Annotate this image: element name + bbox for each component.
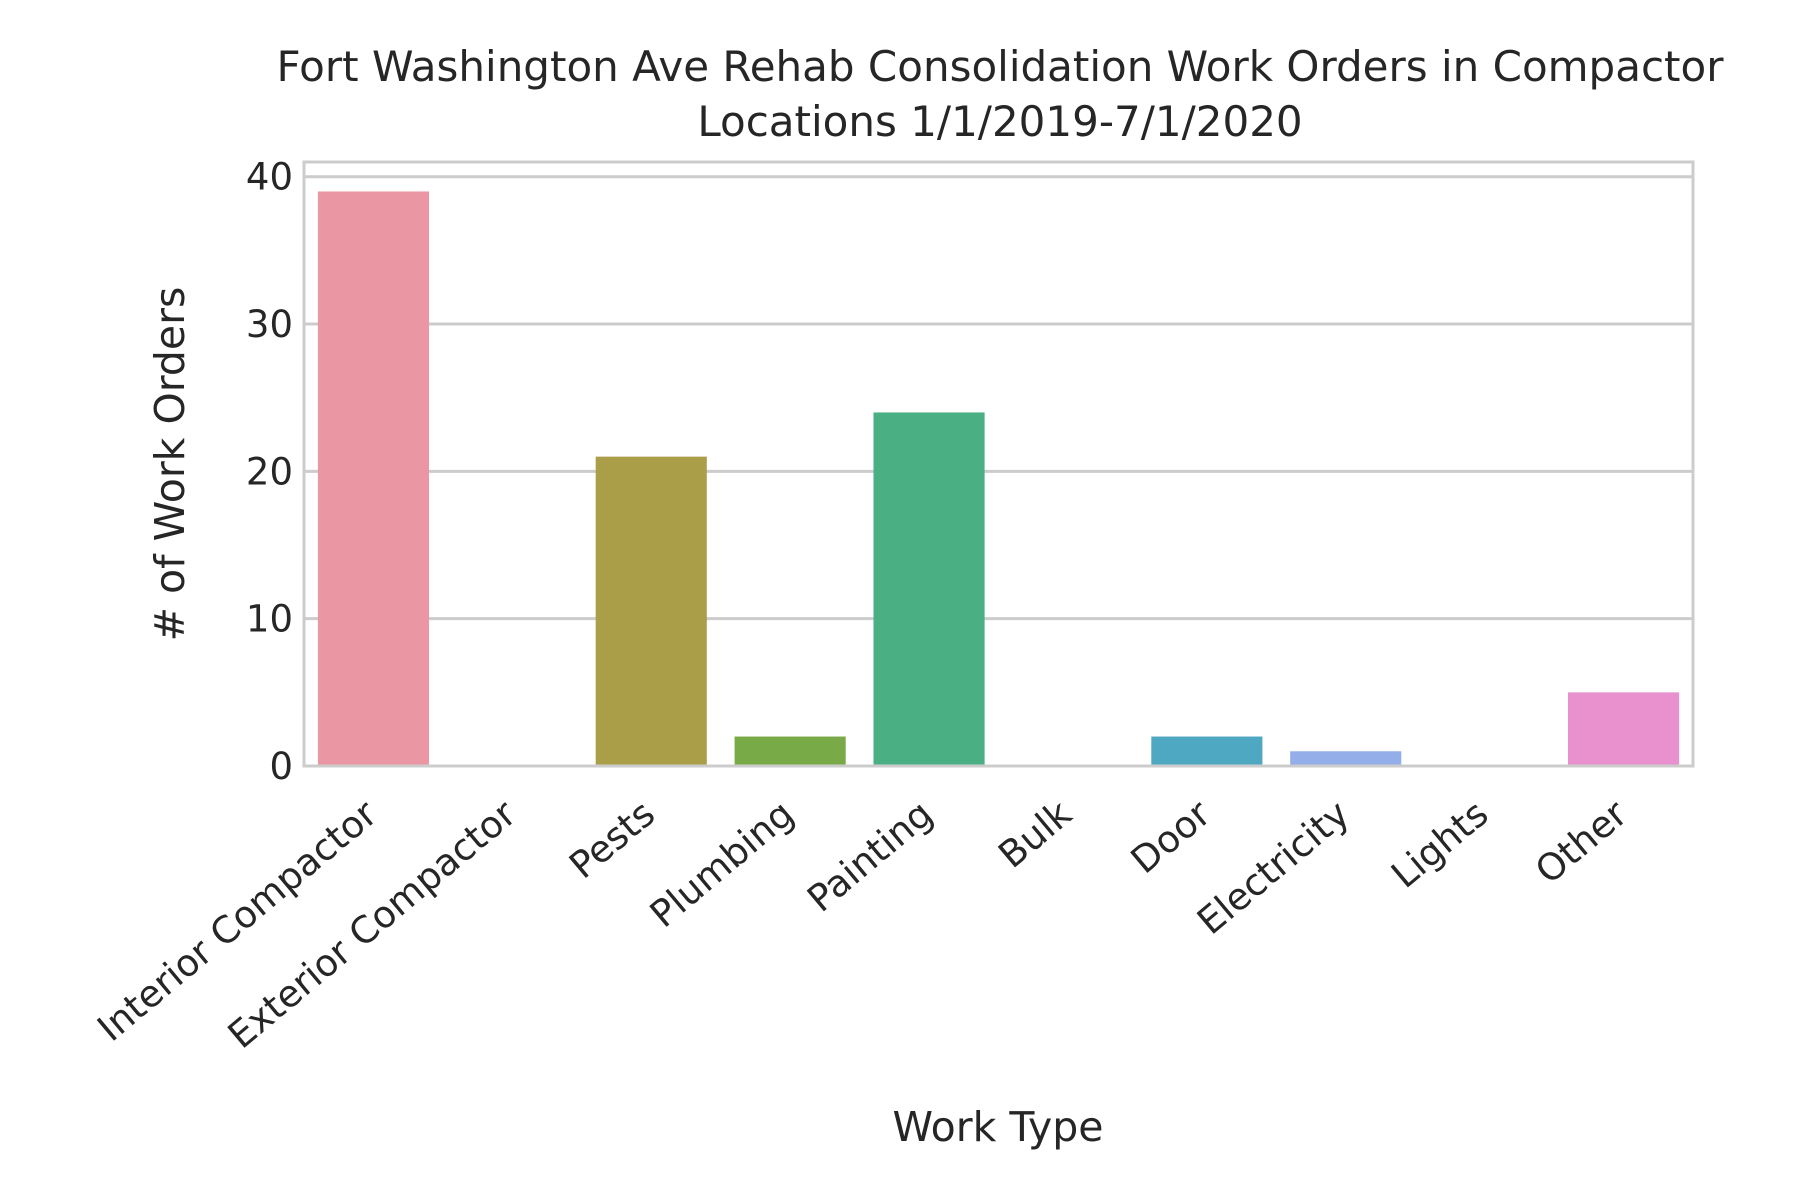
- bar-door: [1151, 736, 1263, 766]
- y-tick-label: 30: [246, 303, 293, 346]
- x-tick-label: Electricity: [1189, 792, 1357, 943]
- bar-pests: [595, 456, 707, 766]
- x-axis-label: Work Type: [892, 1103, 1103, 1151]
- x-tick-label: Pests: [561, 792, 663, 887]
- y-tick-label: 10: [246, 598, 293, 641]
- bars: [317, 191, 1680, 767]
- y-tick-label: 0: [269, 745, 293, 788]
- bar-plumbing: [734, 736, 846, 766]
- bar-interior-compactor: [317, 191, 430, 767]
- x-tick-label: Door: [1123, 791, 1219, 882]
- y-tick-labels: 0 10 20 30 40: [246, 156, 293, 788]
- y-axis-label: # of Work Orders: [146, 287, 194, 642]
- y-tick-label: 40: [246, 156, 293, 199]
- x-tick-label: Bulk: [990, 792, 1080, 877]
- chart-title-line-1: Fort Washington Ave Rehab Consolidation …: [277, 42, 1725, 91]
- x-tick-label: Painting: [799, 792, 941, 921]
- x-tick-label: Lights: [1383, 792, 1496, 897]
- y-gridlines: [304, 175, 1693, 768]
- y-tick-label: 20: [246, 450, 293, 493]
- x-tick-label: Plumbing: [642, 792, 802, 936]
- x-tick-label: Other: [1527, 791, 1636, 892]
- bar-electricity: [1290, 751, 1402, 766]
- bar-other: [1567, 692, 1680, 766]
- bar-painting: [873, 412, 985, 766]
- plot-frame: [302, 160, 1695, 768]
- chart-title-line-2: Locations 1/1/2019-7/1/2020: [697, 97, 1302, 146]
